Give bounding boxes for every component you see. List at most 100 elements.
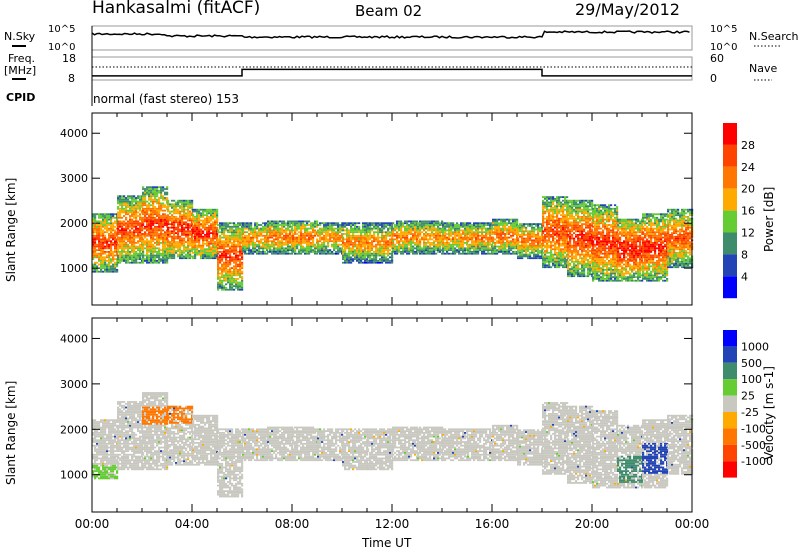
data-cell [217,274,219,276]
data-cell [150,222,152,224]
data-cell [462,239,464,241]
data-cell [312,235,314,237]
data-cell [162,224,164,226]
data-cell [223,280,225,282]
data-cell [437,244,439,246]
data-cell [156,194,158,196]
data-cell [191,250,193,252]
data-cell [483,224,485,226]
data-cell [356,240,358,242]
data-cell [269,230,271,232]
data-cell [154,247,156,249]
data-cell [179,254,181,256]
data-cell [516,221,518,223]
data-cell [241,271,243,273]
data-cell [139,231,141,233]
data-cell [194,241,196,243]
data-cell [360,246,362,248]
data-cell [121,210,123,212]
data-cell [189,216,191,218]
data-cell [139,197,141,199]
data-cell [189,256,191,258]
data-cell [144,228,146,230]
data-cell [98,242,100,244]
data-cell [116,269,118,271]
data-cell [235,255,237,257]
data-cell [231,228,233,230]
data-cell [381,239,383,241]
data-cell [306,228,308,230]
data-cell [502,233,504,235]
data-cell [112,222,114,224]
data-cell [281,230,283,232]
data-cell [192,216,194,218]
data-cell [306,233,308,235]
data-cell [127,240,129,242]
data-cell [117,224,119,226]
data-cell [221,285,223,287]
data-cell [542,245,544,247]
data-cell [142,239,144,241]
data-cell [421,226,423,228]
data-cell [502,244,504,246]
data-cell [212,214,214,216]
data-cell [106,231,108,233]
data-cell [116,235,118,237]
data-cell [146,217,148,219]
data-cell [221,228,223,230]
data-cell [419,239,421,241]
data-cell [283,251,285,253]
data-cell [119,221,121,223]
data-cell [414,253,416,255]
data-cell [202,216,204,218]
data-cell [162,206,164,208]
data-cell [183,227,185,229]
data-cell [427,224,429,226]
data-cell [331,226,333,228]
data-cell [427,233,429,235]
data-cell [462,224,464,226]
data-cell [204,257,206,259]
data-cell [329,222,331,224]
data-cell [204,225,206,227]
data-cell [294,247,296,249]
data-cell [102,235,104,237]
data-cell [162,195,164,197]
data-cell [362,240,364,242]
data-cell [312,242,314,244]
data-cell [262,253,264,255]
data-cell [160,253,162,255]
data-cell [471,240,473,242]
data-cell [252,233,254,235]
data-cell [419,253,421,255]
data-cell [223,235,225,237]
data-cell [381,231,383,233]
data-cell [217,287,219,289]
data-cell [131,235,133,237]
data-cell [127,246,129,248]
data-cell [325,226,327,228]
data-cell [206,239,208,241]
data-cell [289,224,291,226]
data-cell [137,235,139,237]
data-cell [379,249,381,251]
data-cell [192,214,194,216]
data-cell [285,251,287,253]
data-cell [519,248,521,250]
data-cell [98,228,100,230]
data-cell [379,246,381,248]
data-cell [208,232,210,234]
data-cell [179,252,181,254]
data-cell [116,264,118,266]
data-cell [506,237,508,239]
data-cell [239,276,241,278]
data-cell [281,242,283,244]
data-cell [221,233,223,235]
data-cell [235,231,237,233]
data-cell [508,246,510,248]
data-cell [398,246,400,248]
data-cell [281,246,283,248]
data-cell [194,248,196,250]
data-cell [362,251,364,253]
data-cell [429,224,431,226]
